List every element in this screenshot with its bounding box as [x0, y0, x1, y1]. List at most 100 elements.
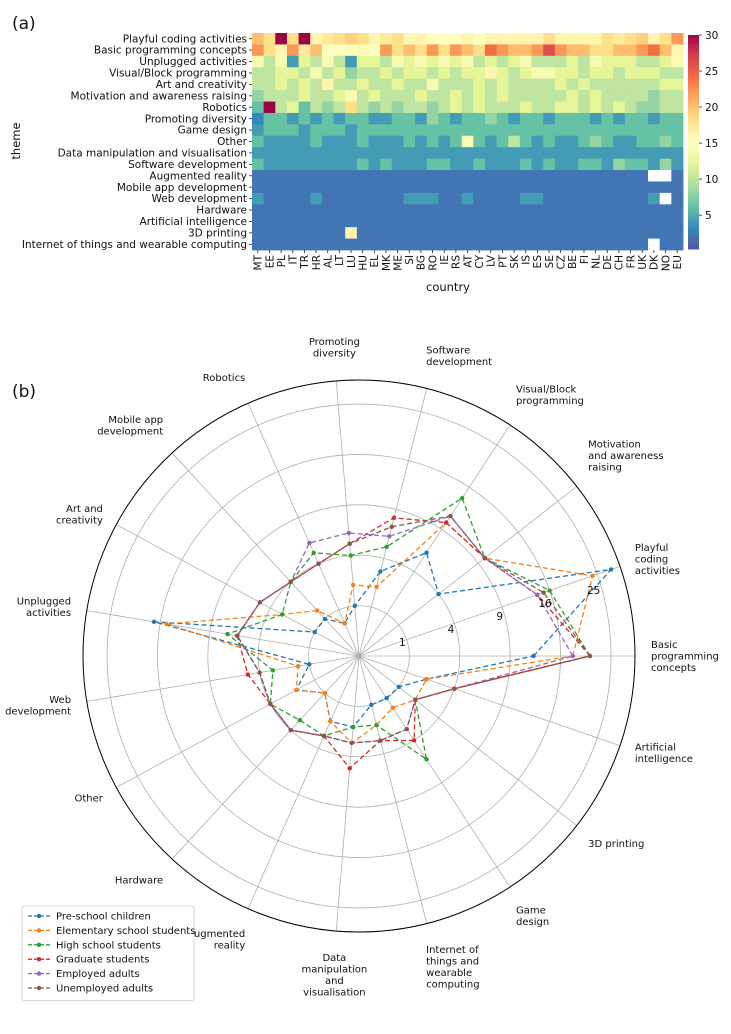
heatmap-cell [438, 78, 451, 91]
heatmap-cell [461, 147, 474, 160]
heatmap-cell [368, 158, 381, 171]
heatmap-cell [624, 33, 637, 45]
heatmap-cell [624, 112, 637, 125]
heatmap-cell [321, 158, 334, 171]
heatmap-cell [578, 135, 591, 148]
radar-point [452, 686, 457, 691]
colorbar-segment [688, 174, 699, 178]
heatmap-cell [624, 215, 637, 228]
radar-point [294, 687, 299, 693]
heatmap-cell [426, 124, 439, 137]
heatmap-cell [252, 158, 265, 171]
heatmap-cell [589, 78, 602, 91]
radar-point [384, 544, 389, 549]
heatmap-cell [415, 44, 428, 57]
heatmap-cell [321, 78, 334, 91]
heatmap-cell [531, 135, 544, 148]
radar-point [411, 738, 417, 743]
heatmap-cell [252, 181, 265, 194]
radar-axis-label: Software development [426, 345, 492, 368]
colorbar-segment [688, 224, 699, 229]
heatmap-cell [578, 227, 591, 239]
colorbar-segment [688, 211, 699, 215]
heatmap-cell [321, 124, 334, 137]
radar-point [404, 726, 409, 732]
heatmap-cell [368, 55, 381, 68]
heatmap-cell [263, 204, 276, 217]
heatmap-cell [496, 204, 509, 217]
heatmap-cell [671, 101, 684, 114]
radar-point [443, 520, 449, 525]
heatmap-cell [321, 135, 334, 148]
heatmap-cell [263, 181, 276, 194]
heatmap-cell [636, 67, 649, 80]
heatmap-cell [496, 215, 509, 228]
heatmap-cell [566, 215, 579, 228]
radar-point [245, 672, 251, 677]
heatmap-cell [368, 204, 381, 217]
heatmap-cell [252, 124, 265, 137]
heatmap-cell [554, 227, 567, 239]
heatmap-cell [554, 101, 567, 114]
heatmap-country-label: EE [264, 255, 276, 268]
heatmap-cell [554, 44, 567, 57]
heatmap-cell [415, 90, 428, 102]
heatmap-cell [345, 192, 358, 205]
heatmap-cell [391, 181, 404, 194]
heatmap-cell [252, 112, 265, 125]
colorbar-tick-label: 20 [705, 102, 718, 114]
heatmap-cell [333, 33, 346, 45]
radar-spoke [86, 655, 360, 702]
heatmap-cell [601, 215, 614, 228]
heatmap-cell [473, 204, 486, 217]
heatmap-cell [275, 67, 288, 80]
radar-point [350, 582, 356, 588]
heatmap-cell [624, 238, 637, 251]
heatmap-cell [252, 33, 265, 45]
heatmap-cell [496, 227, 509, 239]
heatmap-cell [613, 227, 626, 239]
heatmap-cell [473, 67, 486, 80]
heatmap-cell [531, 204, 544, 217]
heatmap-cell [321, 238, 334, 251]
heatmap-cell [578, 204, 591, 217]
heatmap-cell [508, 135, 521, 148]
heatmap-cell [391, 124, 404, 137]
heatmap-cell [554, 67, 567, 80]
heatmap-cell [648, 192, 661, 205]
heatmap-cell [450, 90, 463, 102]
heatmap-cell [438, 227, 451, 239]
heatmap-cell [578, 33, 591, 45]
heatmap-cell [484, 112, 498, 125]
heatmap-cell [275, 55, 288, 68]
radar-point [328, 719, 333, 724]
heatmap-cell [624, 78, 637, 91]
heatmap-cell [659, 204, 672, 217]
heatmap-cell [508, 124, 521, 137]
colorbar-segment [688, 152, 699, 156]
heatmap-cell [566, 238, 579, 251]
colorbar-segment [688, 88, 699, 92]
heatmap-country-label: CH [614, 255, 626, 270]
heatmap-cell [508, 78, 521, 91]
heatmap-cell [356, 55, 369, 68]
heatmap-cell [310, 215, 323, 228]
radar-axis-label: Artificial intelligence [635, 742, 693, 765]
heatmap-cell [368, 90, 381, 102]
heatmap-cell [333, 215, 346, 228]
heatmap-cell [310, 192, 323, 205]
heatmap-cell [298, 90, 311, 102]
heatmap-cell [298, 124, 311, 137]
legend-marker [36, 971, 42, 976]
radar-spoke [358, 655, 578, 826]
colorbar-segment [688, 40, 699, 44]
heatmap-cell [321, 227, 334, 239]
heatmap-cell [403, 227, 416, 239]
heatmap-cell [578, 238, 591, 251]
colorbar-segment [688, 120, 699, 124]
heatmap-cell [543, 55, 556, 68]
radar-point [352, 603, 358, 608]
heatmap-cell [613, 181, 626, 194]
heatmap-cell [519, 67, 532, 80]
heatmap-cell [391, 135, 404, 148]
